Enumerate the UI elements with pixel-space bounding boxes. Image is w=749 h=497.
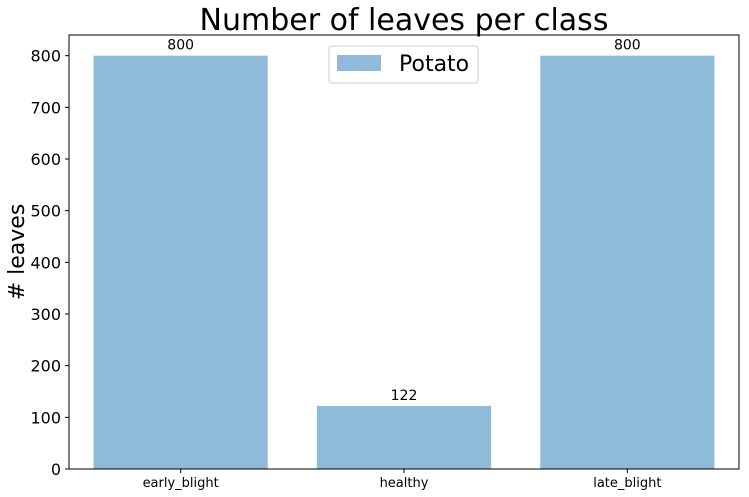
y-tick-label-100: 100	[30, 408, 61, 427]
bar-healthy	[316, 405, 492, 469]
y-tick-label-800: 800	[30, 47, 61, 66]
legend-swatch	[337, 55, 381, 71]
y-axis-ticks: 0 100 200 300 400 500 600 700 800	[30, 47, 69, 479]
x-tick-label-early_blight: early_blight	[143, 476, 219, 491]
data-label-early_blight: 800	[167, 38, 194, 54]
y-tick-label-300: 300	[30, 305, 61, 324]
x-tick-label-late_blight: late_blight	[593, 476, 661, 491]
y-tick-label-0: 0	[51, 460, 61, 479]
y-axis-label: # leaves	[5, 204, 30, 301]
data-label-healthy: 122	[391, 388, 418, 404]
legend-label-potato: Potato	[399, 52, 469, 77]
y-tick-label-600: 600	[30, 150, 61, 169]
chart-title: Number of leaves per class	[200, 3, 609, 38]
x-tick-label-healthy: healthy	[380, 476, 429, 491]
y-tick-label-400: 400	[30, 253, 61, 272]
data-labels-group: 800 122 800	[167, 38, 640, 404]
legend: Potato	[328, 45, 479, 84]
y-tick-label-500: 500	[30, 202, 61, 221]
x-axis-ticks: early_blight healthy late_blight	[143, 469, 661, 491]
bars-group	[93, 55, 715, 470]
plot-frame	[68, 34, 740, 470]
bar-early_blight	[93, 55, 268, 470]
data-label-late_blight: 800	[614, 38, 641, 54]
bar-late_blight	[540, 55, 715, 470]
y-tick-label-700: 700	[30, 98, 61, 117]
y-tick-label-200: 200	[30, 357, 61, 376]
